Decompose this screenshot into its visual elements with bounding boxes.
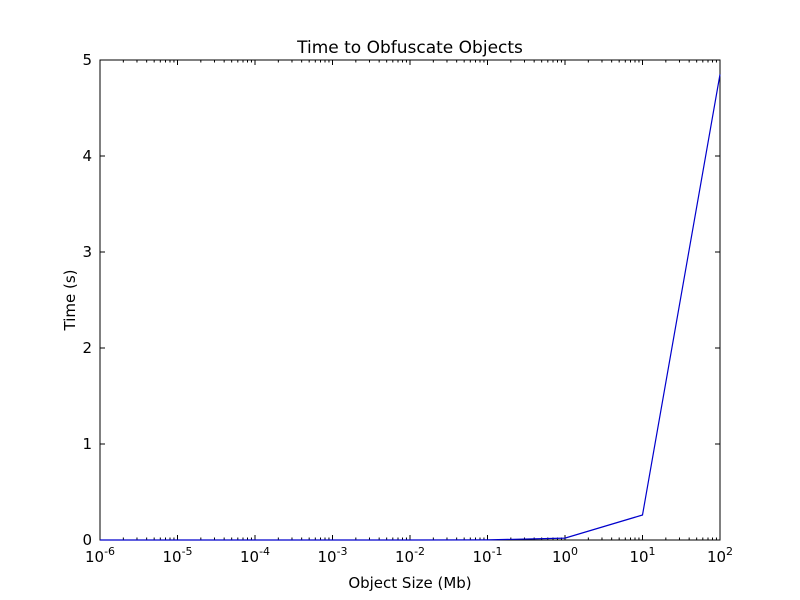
y-tick-label: 4 bbox=[82, 147, 92, 165]
major-ticks bbox=[99, 59, 721, 541]
x-tick-label: 10-2 bbox=[395, 545, 425, 566]
y-tick-label: 3 bbox=[82, 243, 92, 261]
series-line bbox=[100, 74, 721, 541]
chart-title: Time to Obfuscate Objects bbox=[296, 38, 523, 58]
x-tick-label: 10-1 bbox=[472, 545, 502, 566]
series-layer bbox=[100, 74, 721, 541]
x-tick-labels: 10-6 10-5 10-4 10-3 10-2 10-1 100 101 102 bbox=[85, 545, 733, 566]
x-tick-label: 10-4 bbox=[240, 545, 270, 566]
x-tick-label: 102 bbox=[707, 545, 733, 566]
x-tick-label: 10-3 bbox=[317, 545, 347, 566]
y-tick-label: 1 bbox=[82, 435, 92, 453]
y-tick-label: 0 bbox=[82, 531, 92, 549]
minor-ticks bbox=[122, 60, 717, 540]
x-tick-label: 10-5 bbox=[162, 545, 192, 566]
y-tick-label: 2 bbox=[82, 339, 92, 357]
y-tick-labels: 0 1 2 3 4 5 bbox=[82, 51, 92, 549]
x-tick-label: 100 bbox=[552, 545, 578, 566]
x-tick-label: 10-6 bbox=[85, 545, 115, 566]
x-tick-label: 101 bbox=[629, 545, 655, 566]
y-axis-label: Time (s) bbox=[61, 270, 79, 332]
x-axis-label: Object Size (Mb) bbox=[348, 574, 471, 592]
y-tick-label: 5 bbox=[82, 51, 92, 69]
plot-frame bbox=[99, 59, 721, 541]
